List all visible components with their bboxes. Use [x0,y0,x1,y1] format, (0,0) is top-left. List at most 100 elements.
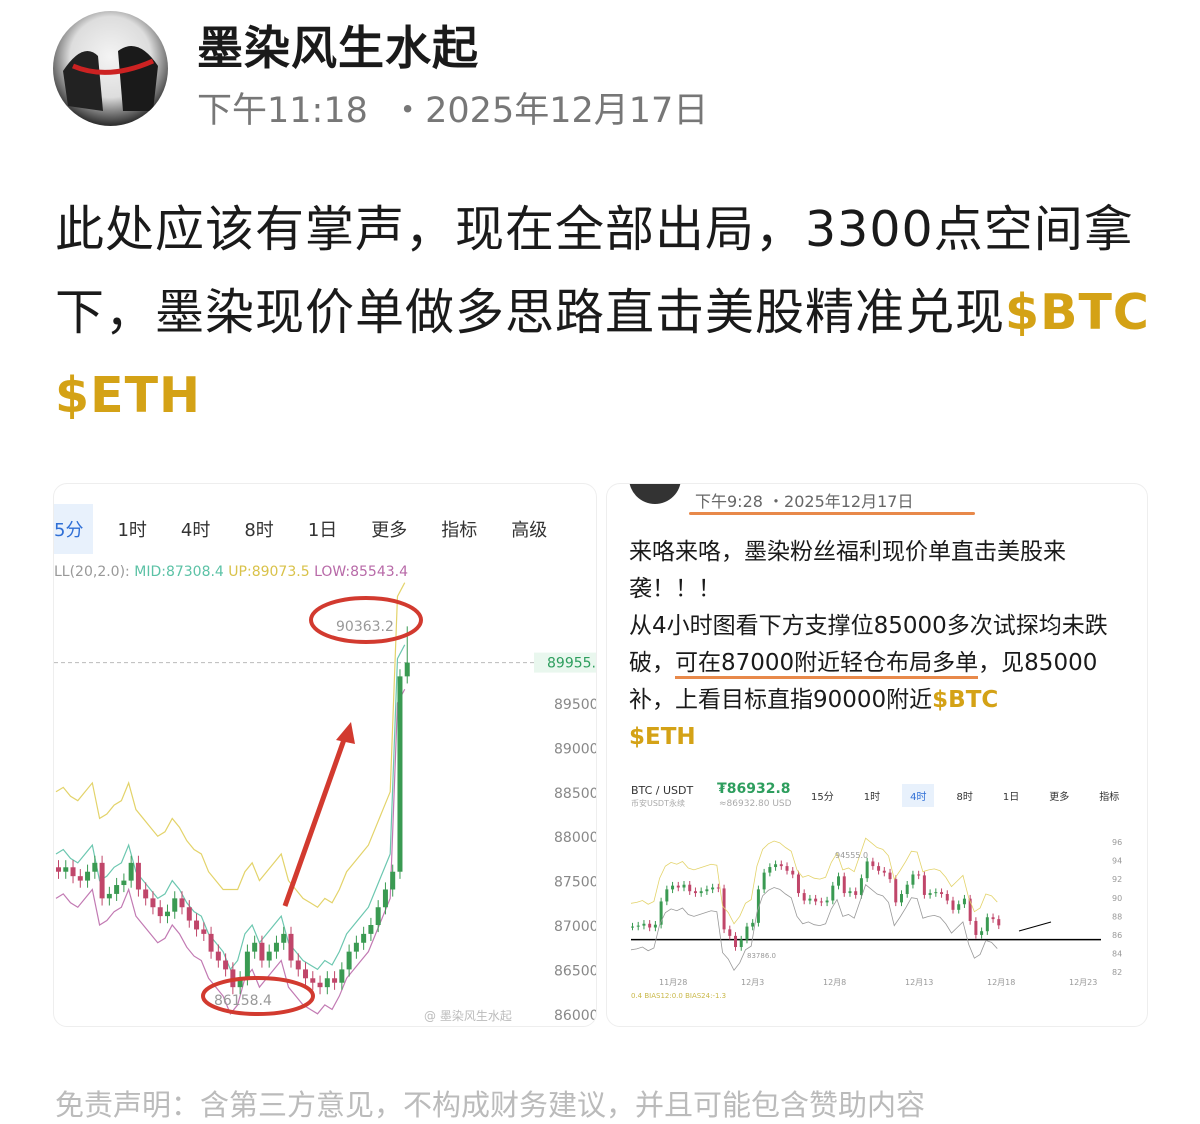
low-price-label: 86158.4 [214,993,272,1009]
candle [324,978,330,988]
trend-arrow [1018,921,1052,932]
x-tick-label: 12月23 [1069,978,1097,987]
y-tick-label: 89500 [554,697,596,713]
exchange-label: 币安USDT永续 [631,799,685,808]
inner-tab[interactable]: 1日 [1002,792,1020,803]
y-tick-label: 82 [1112,968,1122,977]
tab-indicators[interactable]: 指标 [441,520,478,541]
chart-image-5min[interactable]: 5分 1时 4时 8时 1日 更多 指标 高级 LL(20,2.0): MID:… [53,483,597,1027]
y-tick-label: 86000 [554,1008,596,1024]
candle [842,876,846,894]
candle [252,942,258,952]
red-arrow-head [336,722,355,744]
candle [705,889,709,892]
highlight-underline [689,512,975,515]
candle [676,885,680,888]
inner-timestamp: 下午9:28 ・2025年12月17日 [695,488,913,512]
candle [390,871,396,890]
tab-more[interactable]: 更多 [371,520,408,541]
tab-5m[interactable]: 5分 [54,504,94,554]
candle [223,960,229,970]
tab-1d[interactable]: 1日 [307,520,338,541]
high-price-label: 90363.2 [336,619,394,635]
inner-tab[interactable]: 15分 [811,792,834,803]
candle [796,874,800,894]
boll-mid-band [55,644,406,971]
candle [888,872,892,880]
candle [56,867,61,872]
inner-text-2a: 从4小时图看下方支撑位85000多次试探均未跌破， [629,613,1108,676]
candle [106,893,112,899]
small-avatar [629,484,681,504]
candle [310,978,316,983]
boll-lower-band [630,884,998,972]
candle [397,676,403,872]
tag-eth[interactable]: $ETH [55,367,201,424]
username[interactable]: 墨染风生水起 [197,21,479,75]
candle [774,864,778,868]
boll-lower-band [55,688,406,1015]
watermark: @ 墨染风生水起 [424,1008,512,1023]
candle [273,942,279,952]
candle [85,871,91,881]
candle [121,880,127,886]
candle [905,884,909,895]
post-body: 此处应该有掌声，现在全部出局，3300点空间拿下，墨染现价单做多思路直击美股精准… [55,188,1165,437]
price-value: ₮86932.8 [717,781,791,797]
candle [281,933,287,943]
candle [317,982,323,988]
y-tick-label: 88000 [554,830,596,846]
post-time: 下午11:18 [197,91,368,131]
candle [728,929,732,936]
candle [179,898,185,908]
candle [940,892,944,895]
candle [802,893,806,901]
inner-tag-btc[interactable]: $BTC [932,687,999,713]
candle [762,872,766,890]
price-usd: ≈86932.80 USD [719,799,792,809]
chart-image-4h-screenshot[interactable]: 下午9:28 ・2025年12月17日 来咯来咯，墨染粉丝福利现价单直击美股来袭… [606,483,1148,1027]
tab-advanced[interactable]: 高级 [511,520,548,541]
inner-time: 下午9:28 [695,492,763,511]
candle [215,951,221,961]
boll-low: LOW:85543.4 [314,564,409,580]
tab-4h[interactable]: 4时 [180,520,211,541]
candle [382,889,388,908]
tag-btc[interactable]: $BTC [1005,284,1150,341]
candle [779,864,783,867]
boll-readout: LL(20,2.0): MID:87308.4 UP:89073.5 LOW:8… [54,564,408,580]
candle [99,862,105,899]
candle [114,885,120,894]
candle [756,889,760,923]
candle [353,942,359,952]
avatar[interactable] [53,11,168,126]
inner-tag-eth[interactable]: $ETH [629,724,696,750]
bias-readout: 0.4 BIAS12:0.0 BIAS24:-1.3 [631,992,726,1000]
inner-tab[interactable]: 4时 [902,784,935,807]
candle [814,898,818,902]
candle [659,901,663,925]
candle [808,898,812,901]
candlestick-chart-right: 96 94 92 90 88 86 84 82 11月28 12月3 12月8 12月13 12月18 1… [630,837,1122,1000]
x-tick-label: 12月18 [987,978,1015,987]
y-tick-label: 86500 [554,963,596,979]
candle [194,920,200,930]
inner-tab[interactable]: 更多 [1049,792,1070,803]
inner-tab[interactable]: 指标 [1099,792,1120,803]
candle [693,891,697,894]
inner-tab[interactable]: 8时 [956,792,973,803]
candle [951,900,955,910]
inner-tab[interactable]: 1时 [863,792,881,803]
boll-prefix: LL(20,2.0): [54,564,130,580]
candle [745,926,749,940]
candle [848,891,852,894]
tab-1h[interactable]: 1时 [117,520,147,541]
candle [303,969,309,979]
tab-8h[interactable]: 8时 [244,520,274,541]
candle [934,892,938,894]
x-tick-label: 12月13 [905,978,933,987]
candle [974,920,978,935]
candle [164,911,170,917]
candle [957,904,961,910]
candle [825,900,829,903]
